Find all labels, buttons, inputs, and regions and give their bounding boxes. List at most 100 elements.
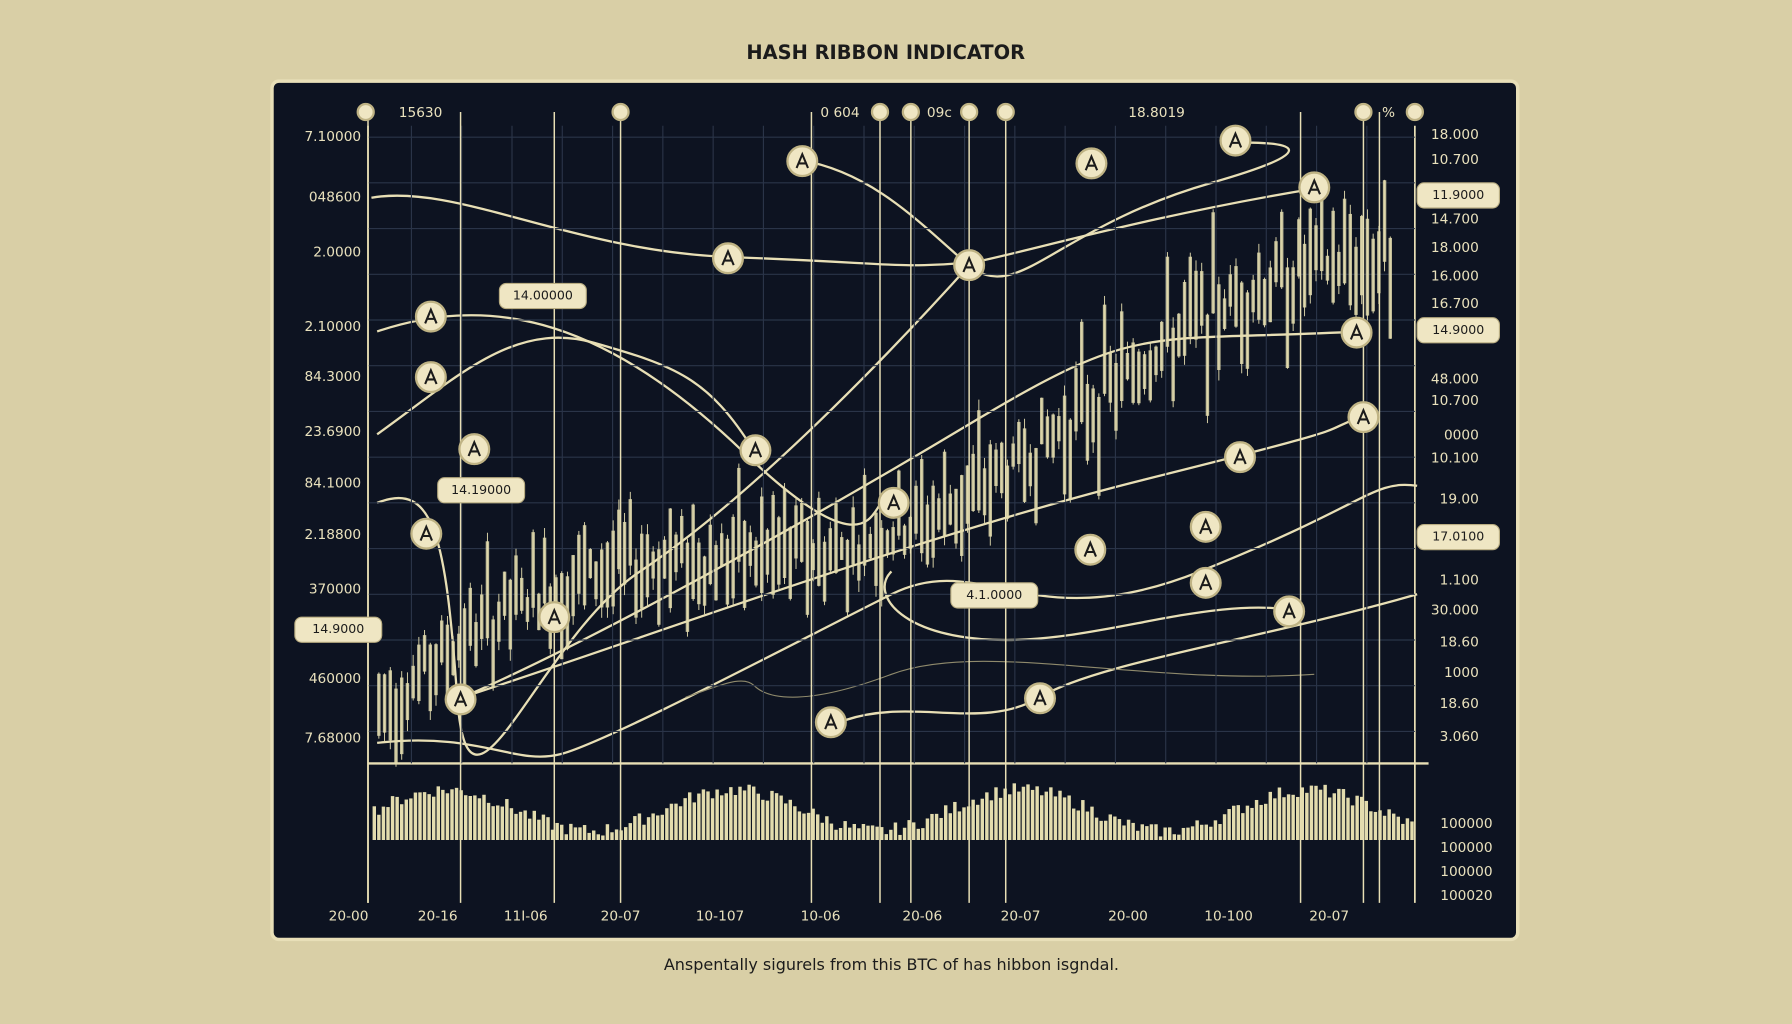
volume-bar — [902, 827, 907, 840]
volume-bar — [880, 827, 884, 840]
volume-bar — [1195, 820, 1199, 840]
top-label: 09c — [927, 105, 952, 121]
volume-bar — [422, 792, 427, 840]
volume-bar — [1305, 792, 1309, 840]
volume-bar — [870, 825, 875, 840]
lower-tick-label: 100000 — [1440, 840, 1492, 856]
marker — [414, 300, 447, 333]
marker — [1273, 595, 1306, 628]
volume-bar — [1232, 805, 1236, 840]
volume-bar — [747, 784, 751, 840]
volume-bar — [381, 806, 386, 840]
title: HASH RIBBON INDICATOR — [746, 41, 1025, 64]
volume-bar — [893, 822, 898, 840]
volume-bar — [1218, 824, 1222, 840]
y-tick-label: 84.3000 — [304, 369, 361, 385]
volume-bar — [930, 813, 934, 840]
x-tick-label: 20-00 — [329, 909, 369, 925]
volume-bar — [1062, 797, 1067, 840]
volume-bar — [939, 817, 943, 840]
volume-bar — [669, 803, 674, 840]
volume-bar — [1136, 830, 1140, 840]
volume-bar — [944, 805, 948, 840]
volume-bar — [587, 832, 591, 840]
volume-bar — [596, 834, 600, 840]
volume-bar — [989, 800, 994, 840]
volume-bar — [560, 824, 564, 840]
volume-bar — [1264, 803, 1268, 840]
y-tick-label: 23.6900 — [304, 424, 361, 440]
volume-bar — [1094, 817, 1099, 840]
volume-bar — [541, 814, 546, 840]
volume-bar — [793, 806, 797, 840]
volume-bar — [934, 813, 939, 840]
volume-bar — [688, 792, 692, 840]
volume-bar — [875, 826, 879, 840]
volume-bar — [477, 798, 482, 840]
marker-glyph — [1084, 153, 1099, 171]
volume-bar — [1378, 810, 1382, 840]
y2-tick-label: 1000 — [1444, 665, 1479, 681]
marker-glyph — [1199, 573, 1213, 591]
volume-bar — [610, 832, 614, 840]
volume-bar — [486, 802, 491, 840]
y2-tick-label: 30.000 — [1431, 602, 1479, 618]
y2-tick-label: 3.060 — [1440, 729, 1479, 745]
volume-bar — [1035, 786, 1039, 840]
volume-bar — [1250, 807, 1254, 840]
marker — [1024, 682, 1056, 715]
x-tick-label: 20-16 — [418, 909, 458, 925]
y-tick-label: 2.18800 — [304, 527, 361, 543]
volume-bar — [1163, 827, 1167, 840]
volume-bar — [829, 823, 834, 840]
marker-glyph — [1307, 177, 1321, 195]
marker-glyph — [1199, 517, 1213, 535]
volume-bar — [866, 825, 870, 840]
x-tick-label: 20-07 — [1001, 909, 1041, 925]
volume-bar — [966, 806, 971, 840]
top-label: 15630 — [399, 105, 443, 121]
volume-bar — [1282, 797, 1286, 840]
y2-tick-label: 18.60 — [1440, 634, 1479, 650]
marker — [877, 486, 910, 519]
volume-bar — [601, 835, 605, 840]
volume-bar — [555, 822, 559, 840]
volume-bar — [1158, 836, 1163, 840]
marker — [356, 102, 375, 122]
volume-bar — [377, 814, 381, 840]
volume-bar — [386, 807, 390, 840]
volume-bar — [1177, 834, 1181, 840]
volume-bar — [857, 828, 861, 840]
volume-bar — [624, 827, 628, 840]
marker-glyph — [547, 607, 561, 625]
volume-bar — [674, 803, 678, 840]
volume-bar — [729, 787, 733, 840]
y-tick-label: 7.10000 — [304, 129, 361, 145]
volume-bar — [459, 790, 463, 840]
volume-bar — [825, 816, 829, 840]
volume-bar — [523, 810, 527, 840]
callout-label: 4.1.0000 — [966, 587, 1022, 602]
volume-bar — [473, 795, 477, 840]
volume-bar — [724, 793, 728, 840]
volume-bar — [1186, 827, 1190, 840]
volume-bar — [1337, 788, 1341, 840]
volume-bar — [1350, 805, 1355, 840]
volume-bar — [770, 790, 774, 840]
volume-bar — [432, 796, 436, 840]
marker — [739, 434, 772, 467]
volume-bar — [409, 798, 413, 840]
marker — [414, 361, 447, 394]
x-tick-label: 20-07 — [1309, 909, 1349, 925]
marker-glyph — [795, 151, 809, 169]
volume-bar — [454, 787, 459, 840]
volume-bar — [1076, 810, 1080, 840]
volume-bar — [1140, 824, 1144, 840]
volume-bar — [569, 823, 573, 840]
volume-bar — [1154, 824, 1158, 840]
callout-label: 14.19000 — [451, 482, 511, 497]
marker — [1405, 102, 1424, 122]
volume-bar — [1168, 827, 1172, 840]
volume-bar — [925, 818, 930, 840]
volume-bar — [441, 789, 445, 840]
